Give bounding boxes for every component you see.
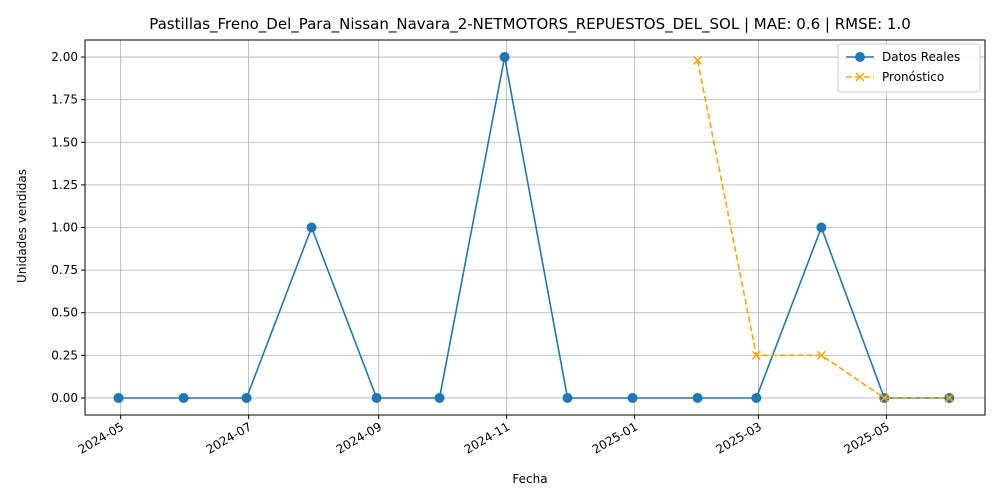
data-point [562,392,573,403]
y-tick-label: 0.25 [51,348,78,362]
data-point [693,55,703,65]
data-point [627,392,638,403]
legend-item: Datos Reales [846,50,960,64]
x-tick-label: 2024-07 [204,419,254,456]
series-datos-reales [113,52,955,403]
series-group [113,52,955,403]
x-tick-label: 2024-11 [462,419,512,456]
series-pron-stico [693,55,954,403]
legend-item: Pronóstico [846,70,944,84]
data-point [241,392,252,403]
x-axis-ticks: 2024-05 2024-07 2024-09 2024-11 2025-01 2025-… [76,415,892,457]
data-point [855,52,865,62]
data-point [944,393,954,403]
data-point [178,392,189,403]
grid-lines [85,40,985,415]
data-point [816,350,826,360]
data-point [499,52,510,63]
chart-title: Pastillas_Freno_Del_Para_Nissan_Navara_2… [149,15,911,34]
series-line [118,56,950,399]
x-tick-label: 2025-05 [841,419,891,456]
data-point [692,392,703,403]
y-tick-label: 2.00 [51,50,78,64]
x-tick-label: 2024-09 [334,419,384,456]
legend-box [837,43,981,93]
data-point [434,392,445,403]
x-tick-label: 2024-05 [76,419,126,456]
y-axis-label: Unidades vendidas [15,169,29,283]
x-tick-label: 2025-01 [590,419,640,456]
legend-label: Datos Reales [882,50,960,64]
data-point [879,393,889,403]
data-point [371,392,382,403]
y-tick-label: 1.00 [51,221,78,235]
data-point [306,222,317,233]
data-point [113,392,124,403]
y-axis-ticks: 0.00 0.25 0.50 0.75 1.00 1.25 1.50 1.75 2.00 [51,50,85,405]
y-tick-label: 0.50 [51,306,78,320]
legend: Datos Reales Pronóstico [837,43,981,93]
y-tick-label: 1.50 [51,135,78,149]
y-tick-label: 1.25 [51,178,78,192]
data-point [855,72,865,82]
y-tick-label: 1.75 [51,93,78,107]
x-axis-label: Fecha [512,472,547,486]
y-tick-label: 0.00 [51,391,78,405]
data-point [816,222,827,233]
y-tick-label: 0.75 [51,263,78,277]
data-point [751,350,761,360]
data-point [751,392,762,403]
legend-label: Pronóstico [882,70,944,84]
x-tick-label: 2025-03 [714,419,764,456]
